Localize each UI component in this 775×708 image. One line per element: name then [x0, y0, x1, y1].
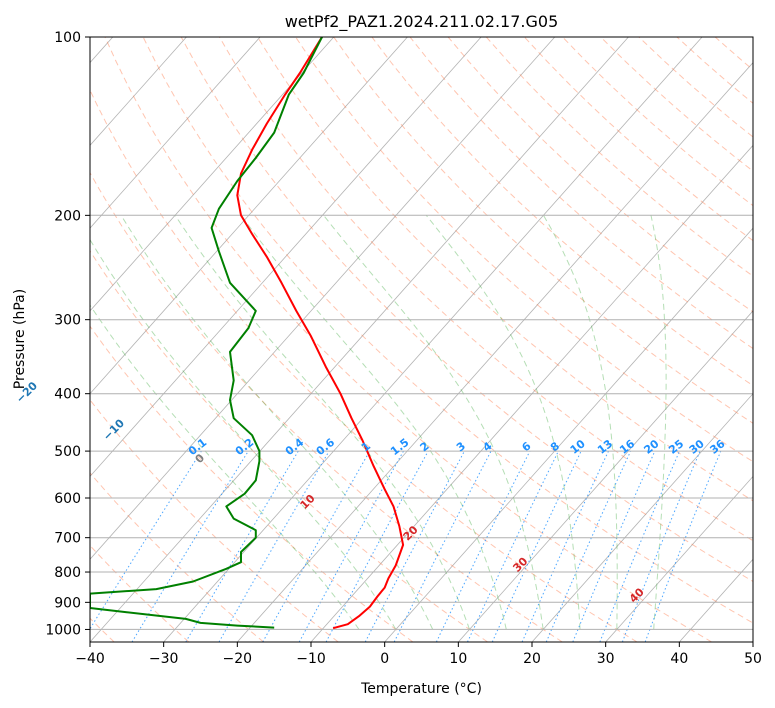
y-axis: 1000 900 800 700 600 500 400 300 200 100 [45, 30, 90, 638]
y-tick-label: 200 [54, 208, 81, 224]
x-axis-title: Temperature (°C) [360, 681, 482, 697]
isotherm-line [90, 37, 482, 478]
dry-adiabat-line [409, 37, 753, 350]
mixing-ratio-line [435, 450, 531, 642]
y-tick-label: 800 [54, 565, 81, 581]
mixing-ratio-line [572, 450, 656, 642]
x-tick-label: −10 [296, 651, 326, 667]
y-tick-label: 900 [54, 595, 81, 611]
x-tick-label: 20 [523, 651, 541, 667]
isotherm-line [90, 37, 629, 642]
x-axis: −40 −30 −20 −10 0 10 20 30 40 50 [75, 642, 762, 667]
dry-adiabat-line [90, 472, 264, 642]
isotherm-line [384, 227, 753, 642]
x-tick-label: −20 [223, 651, 253, 667]
profile-series [90, 37, 405, 630]
isotherm-line [237, 61, 753, 642]
isotherm-line [90, 37, 335, 312]
y-tick-label: 300 [54, 313, 81, 329]
isotherm-line [458, 310, 753, 642]
x-tick-label: −40 [75, 651, 105, 667]
y-tick-label: 500 [54, 444, 81, 460]
y-tick-label: 600 [54, 491, 81, 507]
y-axis-title: Pressure (hPa) [12, 289, 28, 389]
dry-adiabat-line [90, 399, 339, 642]
x-tick-label: −30 [149, 651, 179, 667]
mixing-ratio-line [90, 450, 202, 630]
x-tick-label: 0 [380, 651, 389, 667]
dry-adiabat-line [295, 37, 753, 463]
mixing-ratio-line [621, 450, 701, 642]
mixing-ratio-line [131, 450, 249, 642]
mixing-ratio-line [393, 450, 492, 642]
dry-adiabat-line [142, 37, 753, 624]
dry-adiabat-line [90, 544, 190, 642]
isotherm-line [310, 144, 753, 642]
mixing-ratio-line [521, 450, 609, 642]
moist-adiabat-line [174, 215, 470, 630]
x-tick-label: 50 [744, 651, 762, 667]
mixing-ratio-line [545, 450, 632, 642]
dry-adiabat-line [333, 37, 753, 424]
dry-adiabat-line [218, 37, 753, 542]
x-tick-label: 10 [449, 651, 467, 667]
isotherm-line [90, 37, 261, 229]
y-tick-label: 100 [54, 30, 81, 46]
chart-title: wetPf2_PAZ1.2024.211.02.17.G05 [285, 12, 559, 32]
x-tick-label: 40 [670, 651, 688, 667]
mixing-ratio-line [325, 450, 429, 642]
mixing-ratio-line [644, 450, 722, 642]
y-tick-label: 700 [54, 531, 81, 547]
dry-adiabat-line [104, 37, 712, 642]
dry-adiabat-line [90, 89, 638, 642]
dry-adiabat-line [257, 37, 753, 502]
dry-adiabat-line [90, 250, 488, 642]
dry-adiabat-line [90, 171, 563, 642]
temperature-profile-line [236, 37, 405, 630]
isotherm-line [90, 37, 556, 560]
x-tick-label: 30 [597, 651, 615, 667]
pressure-gridlines [90, 37, 753, 630]
dewpoint-profile-line [90, 37, 323, 629]
y-tick-label: 400 [54, 387, 81, 403]
isotherm-line [90, 37, 187, 146]
mixing-ratio-line [262, 450, 371, 642]
isotherm-line [531, 393, 753, 642]
dry-adiabat-line [90, 325, 414, 642]
mixing-ratio-line [298, 450, 404, 642]
mixing-ratio-line [599, 450, 680, 642]
moist-adiabat-line [120, 215, 434, 630]
dry-adiabat-line [371, 37, 753, 387]
dry-adiabat-line [180, 37, 753, 583]
isotherm-line [605, 475, 753, 642]
isotherm-line [90, 37, 408, 395]
plot-frame [89, 36, 754, 643]
y-tick-label: 1000 [45, 622, 81, 638]
